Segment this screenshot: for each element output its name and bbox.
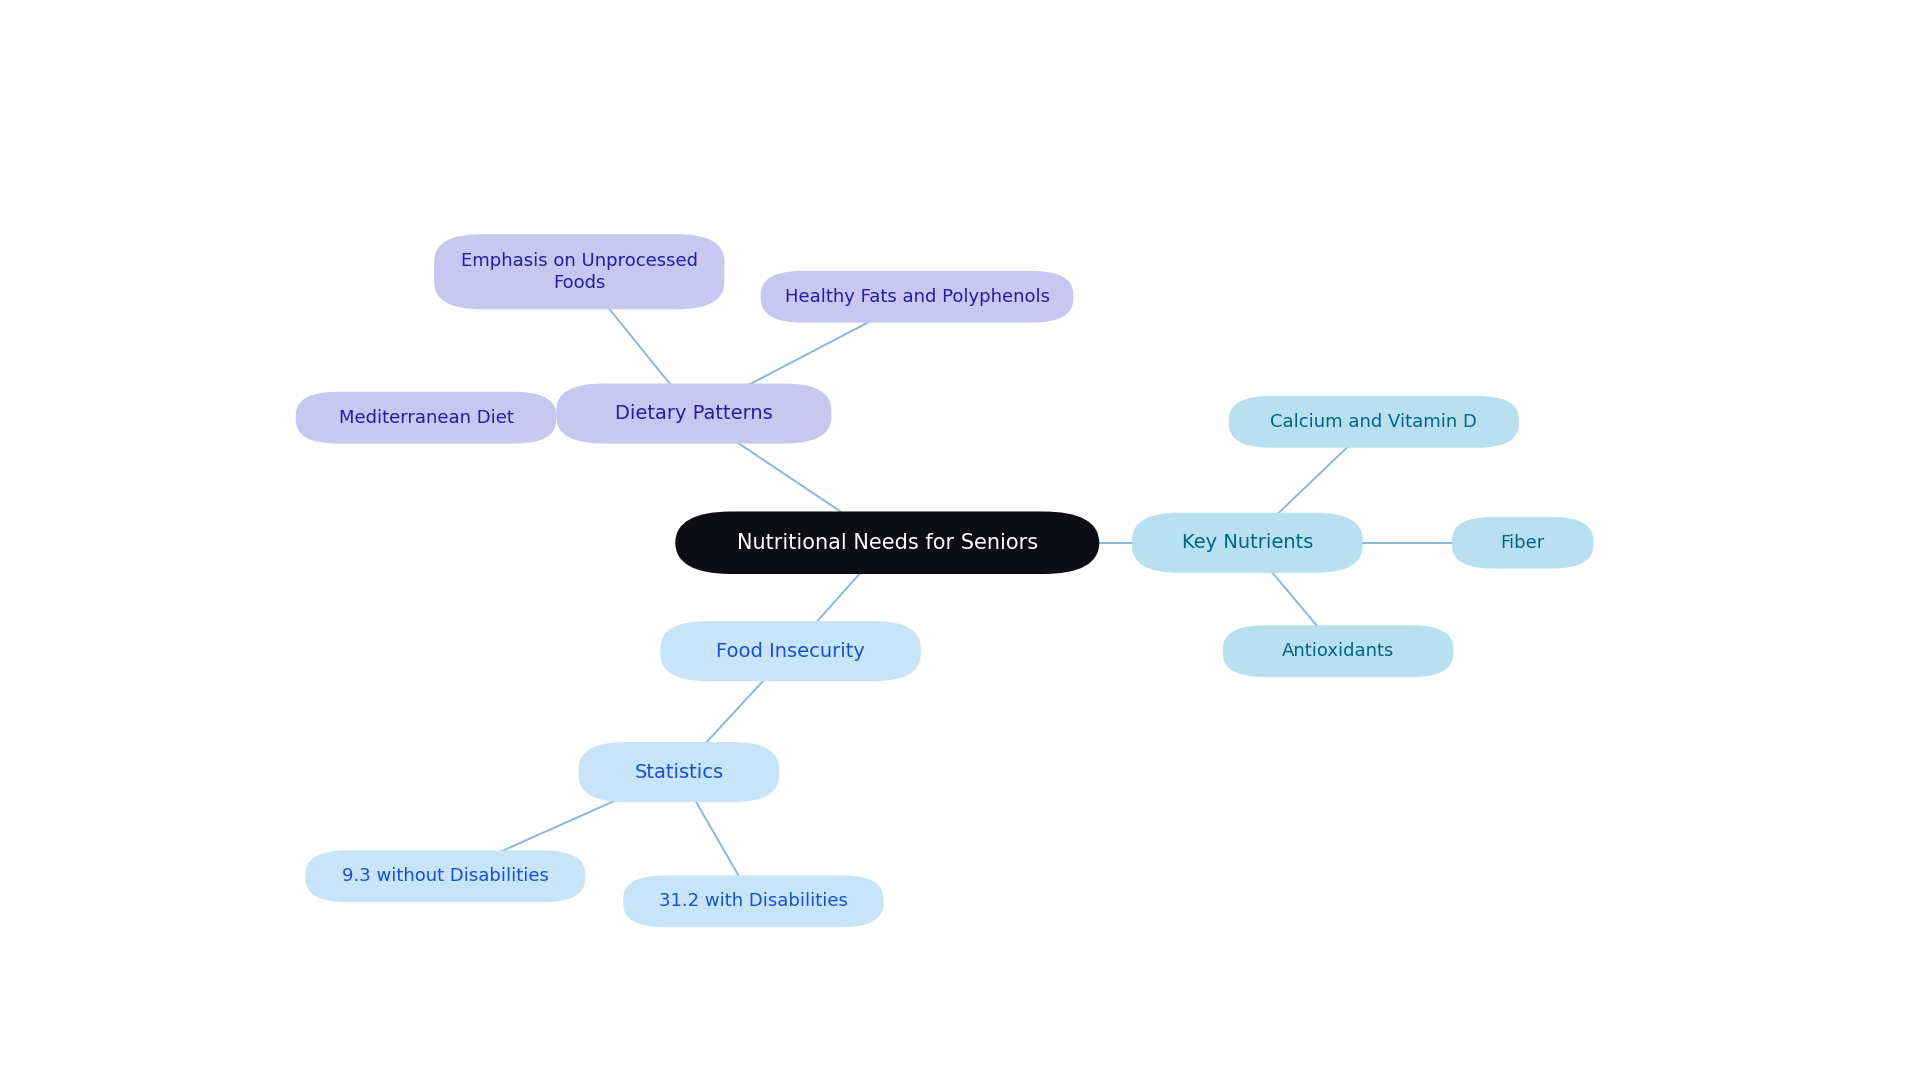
Text: Fiber: Fiber: [1501, 534, 1546, 551]
FancyBboxPatch shape: [296, 392, 557, 444]
FancyBboxPatch shape: [1229, 396, 1519, 447]
Text: Mediterranean Diet: Mediterranean Diet: [338, 408, 513, 427]
Text: Calcium and Vitamin D: Calcium and Vitamin D: [1271, 413, 1476, 431]
FancyBboxPatch shape: [434, 234, 724, 310]
FancyBboxPatch shape: [578, 742, 780, 803]
Text: 31.2 with Disabilities: 31.2 with Disabilities: [659, 892, 849, 911]
Text: Statistics: Statistics: [634, 762, 724, 782]
Text: 9.3 without Disabilities: 9.3 without Disabilities: [342, 867, 549, 885]
Text: Antioxidants: Antioxidants: [1283, 642, 1394, 661]
FancyBboxPatch shape: [1452, 517, 1594, 569]
FancyBboxPatch shape: [760, 271, 1073, 323]
FancyBboxPatch shape: [1223, 625, 1453, 677]
FancyBboxPatch shape: [676, 511, 1100, 574]
FancyBboxPatch shape: [624, 875, 883, 927]
FancyBboxPatch shape: [305, 850, 586, 902]
Text: Emphasis on Unprocessed
Foods: Emphasis on Unprocessed Foods: [461, 251, 697, 291]
FancyBboxPatch shape: [660, 622, 922, 681]
FancyBboxPatch shape: [557, 383, 831, 444]
Text: Food Insecurity: Food Insecurity: [716, 641, 866, 661]
Text: Key Nutrients: Key Nutrients: [1181, 533, 1313, 552]
Text: Healthy Fats and Polyphenols: Healthy Fats and Polyphenols: [785, 288, 1050, 305]
Text: Nutritional Needs for Seniors: Nutritional Needs for Seniors: [737, 533, 1039, 552]
FancyBboxPatch shape: [1133, 512, 1363, 573]
Text: Dietary Patterns: Dietary Patterns: [614, 404, 772, 423]
